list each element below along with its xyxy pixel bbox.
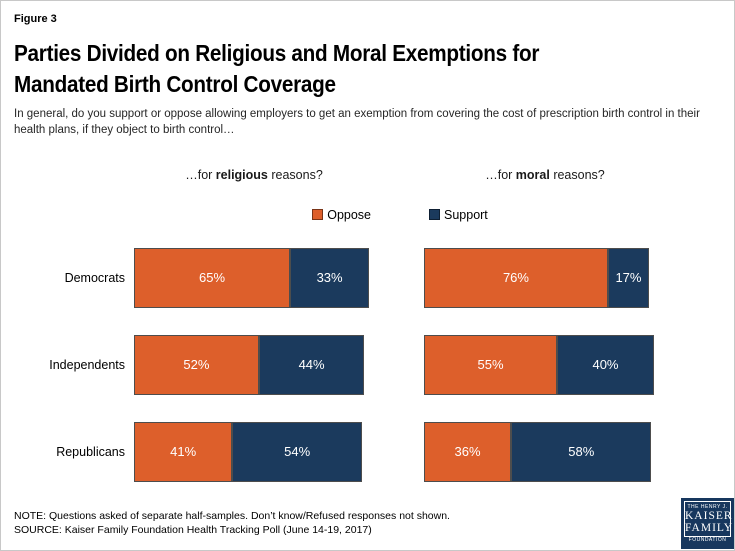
source-text: SOURCE: Kaiser Family Foundation Health … [14, 523, 372, 536]
panel-gap [374, 422, 424, 482]
chart-row-independents: Independents 52% 44% 55% 40% [1, 334, 734, 395]
bar-value-label: 65% [198, 270, 226, 286]
panel-header-bold: religious [215, 167, 268, 182]
panel-header-spacer [1, 168, 134, 182]
bar-value-label: 54% [284, 444, 311, 460]
figure-title: Parties Divided on Religious and Moral E… [14, 38, 722, 99]
chart-row-democrats: Democrats 65% 33% 76% 17% [1, 247, 734, 308]
bar-value-label: 17% [615, 270, 642, 286]
figure-subtitle: In general, do you support or oppose all… [14, 108, 700, 137]
panel-gap [374, 248, 424, 308]
kff-logo-line-family: FAMILY [685, 522, 734, 535]
legend-label-support: Support [444, 207, 488, 222]
stacked-bar-chart: Democrats 65% 33% 76% 17% Independents 52% 44% 5… [1, 247, 734, 482]
kff-logo-line-henry: THE HENRY J. [687, 504, 728, 510]
panel-headers: …for religious reasons? …for moral reaso… [1, 168, 734, 182]
chart-row-republicans: Republicans 41% 54% 36% 58% [1, 421, 734, 482]
figure-footer: NOTE: Questions asked of separate half-s… [14, 510, 450, 538]
bar-segment-oppose: 65% [134, 247, 290, 308]
panel-header-suffix: reasons? [267, 167, 323, 182]
figure-number-label: Figure 3 [14, 13, 57, 25]
figure-title-line2: Mandated Birth Control Coverage [14, 70, 336, 97]
kff-logo-box: THE HENRY J. KAISER FAMILY [684, 501, 734, 538]
panel-header-bold: moral [515, 167, 550, 182]
figure-title-line1: Parties Divided on Religious and Moral E… [14, 40, 540, 66]
bar-value-label: 58% [568, 444, 595, 460]
bar-segment-support: 58% [511, 421, 652, 482]
bar-value-label: 33% [316, 270, 343, 286]
legend-label-oppose: Oppose [327, 207, 371, 222]
kff-logo-line-kaiser: KAISER [685, 510, 733, 522]
bar-segment-support: 33% [290, 247, 370, 308]
bar-value-label: 52% [183, 357, 210, 373]
panel-header-prefix: …for [485, 167, 516, 182]
figure-header: Figure 3 Parties Divided on Religious an… [1, 1, 734, 139]
panel-header-prefix: …for [185, 167, 216, 182]
bar-moral-independents: 55% 40% [424, 334, 666, 395]
oppose-swatch-icon [312, 209, 324, 221]
bar-segment-support: 17% [607, 247, 650, 308]
category-label: Independents [49, 357, 125, 372]
bar-segment-support: 44% [258, 334, 365, 395]
bar-segment-oppose: 36% [424, 421, 512, 482]
bar-value-label: 44% [298, 357, 325, 373]
panel-header-moral: …for moral reasons? [424, 168, 666, 182]
kff-logo: THE HENRY J. KAISER FAMILY FOUNDATION [681, 498, 734, 549]
legend-item-oppose: Oppose [312, 208, 371, 222]
panel-header-suffix: reasons? [549, 167, 605, 182]
support-swatch-icon [429, 209, 440, 221]
bar-segment-oppose: 41% [134, 421, 233, 482]
bar-value-label: 55% [477, 357, 504, 373]
note-text: NOTE: Questions asked of separate half-s… [14, 510, 450, 522]
bar-religious-republicans: 41% 54% [134, 421, 374, 482]
category-label: Democrats [64, 270, 125, 285]
kff-logo-line-foundation: FOUNDATION [688, 537, 727, 544]
panel-header-gap [374, 168, 424, 182]
bar-value-label: 76% [502, 270, 529, 286]
bar-value-label: 41% [170, 444, 197, 460]
bar-segment-oppose: 52% [134, 334, 259, 395]
bar-religious-democrats: 65% 33% [134, 247, 374, 308]
bar-moral-democrats: 76% 17% [424, 247, 666, 308]
chart-legend: Oppose Support [134, 208, 666, 222]
bar-segment-support: 40% [557, 334, 654, 395]
legend-item-support: Support [429, 208, 488, 222]
bar-religious-independents: 52% 44% [134, 334, 374, 395]
category-label: Republicans [56, 444, 125, 459]
bar-segment-oppose: 55% [424, 334, 558, 395]
bar-value-label: 36% [454, 444, 481, 460]
panel-gap [374, 335, 424, 395]
bar-segment-oppose: 76% [424, 247, 608, 308]
bar-value-label: 40% [592, 357, 619, 373]
bar-moral-republicans: 36% 58% [424, 421, 666, 482]
panel-header-religious: …for religious reasons? [134, 168, 374, 182]
bar-segment-support: 54% [232, 421, 362, 482]
